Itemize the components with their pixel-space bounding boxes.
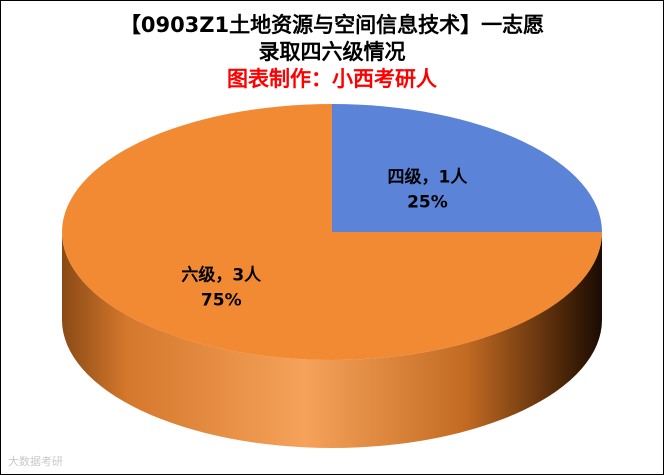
pie-top-face: [62, 104, 602, 360]
pie-slice-1: [62, 104, 602, 360]
slice-count-label-1: 六级，3人: [181, 264, 262, 285]
pie-side-surface: [62, 232, 602, 448]
slice-count-label-0: 四级，1人: [388, 167, 469, 188]
chart-title-line-1: 【0903Z1土地资源与空间信息技术】一志愿: [119, 13, 545, 37]
watermark: 大数据考研: [8, 455, 63, 468]
pie-labels: 四级，1人 25% 六级，3人 75%: [181, 167, 468, 311]
slice-percent-label-0: 25%: [407, 193, 448, 213]
slice-percent-label-1: 75%: [201, 290, 242, 310]
chart-title-line-2: 录取四六级情况: [258, 40, 406, 64]
pie-side-wall: [62, 232, 602, 448]
pie-slice-0: [332, 104, 602, 232]
chart-subtitle: 图表制作：小西考研人: [227, 67, 437, 91]
